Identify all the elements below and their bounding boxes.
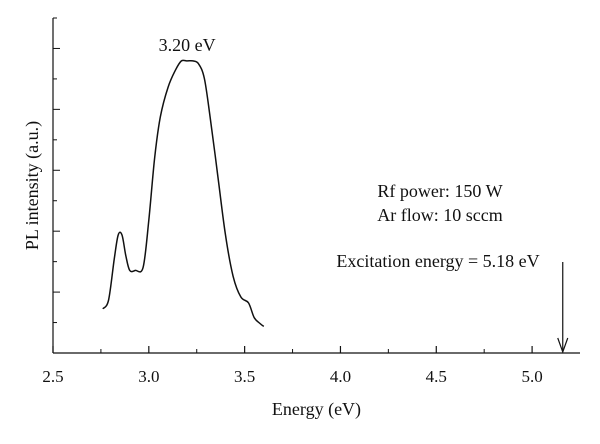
y-axis-label: PL intensity (a.u.): [22, 121, 43, 250]
pl-spectrum-line: [102, 59, 265, 328]
arrow-head: [557, 337, 569, 354]
x-tick-label: 3.5: [234, 367, 255, 386]
axes: [52, 18, 580, 354]
annotation-excitation-energy: Excitation energy = 5.18 eV: [336, 251, 539, 271]
x-tick-label: 4.0: [330, 367, 351, 386]
annotation-ar-flow: Ar flow: 10 sccm: [377, 205, 502, 225]
x-axis-label: Energy (eV): [272, 399, 361, 420]
excitation-arrow-icon: [557, 262, 569, 354]
x-tick-label: 4.5: [426, 367, 447, 386]
annotation-rf-power: Rf power: 150 W: [377, 181, 502, 201]
ticks: 2.5 3.0 3.5 4.0 4.5 5.0: [42, 17, 543, 386]
peak-label: 3.20 eV: [159, 35, 216, 55]
x-tick-label: 5.0: [521, 367, 542, 386]
x-tick-label: 2.5: [42, 367, 63, 386]
x-tick-label: 3.0: [138, 367, 159, 386]
